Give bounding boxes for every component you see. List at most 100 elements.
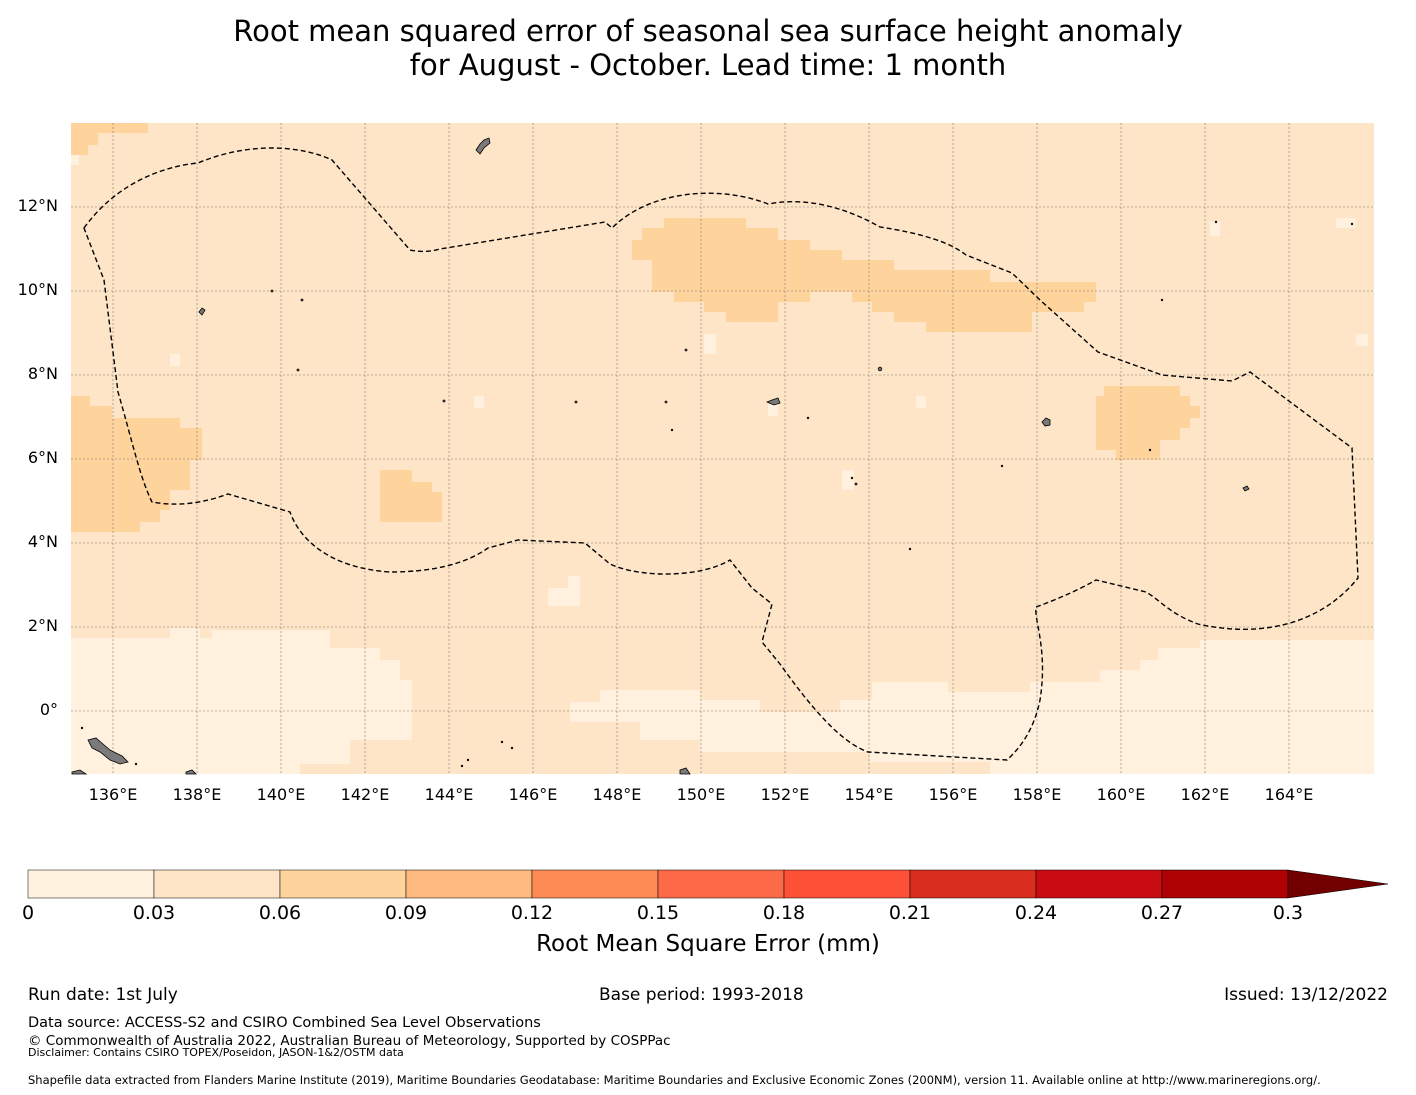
colorbar-tick-label: 0.18 <box>762 902 806 924</box>
disclaimer: Disclaimer: Contains CSIRO TOPEX/Poseido… <box>28 1046 404 1059</box>
colorbar-segment <box>405 869 533 899</box>
atoll <box>664 400 668 404</box>
lon-label: 140°E <box>256 785 306 804</box>
island-yap <box>198 307 206 316</box>
low-error-patch <box>568 576 580 590</box>
higher-error-region-central-west <box>380 470 442 522</box>
lat-label: 0° <box>39 700 58 719</box>
atoll <box>1160 298 1164 302</box>
colorbar <box>27 869 1389 899</box>
higher-error-region-west <box>71 396 202 532</box>
atoll <box>806 416 810 420</box>
colorbar-tick-label: 0.06 <box>258 902 302 924</box>
atoll <box>442 399 446 403</box>
atoll <box>850 476 854 480</box>
lon-label: 160°E <box>1096 785 1146 804</box>
colorbar-tick-label: 0.24 <box>1014 902 1058 924</box>
lon-label: 146°E <box>508 785 558 804</box>
low-error-patch <box>548 588 580 606</box>
lat-label: 12°N <box>17 196 58 215</box>
atoll <box>270 289 274 293</box>
colorbar-tick-label: 0.27 <box>1140 902 1184 924</box>
low-error-patch <box>1336 218 1356 228</box>
island-kosrae <box>1242 485 1250 492</box>
atoll <box>80 726 84 730</box>
island-new-guinea-north <box>87 737 129 765</box>
colorbar-segment <box>153 869 281 899</box>
title-line-1: Root mean squared error of seasonal sea … <box>233 14 1183 48</box>
shapefile-credit: Shapefile data extracted from Flanders M… <box>28 1073 1321 1087</box>
lon-label: 164°E <box>1264 785 1314 804</box>
atoll <box>300 298 304 302</box>
atoll <box>500 740 504 744</box>
colorbar-tick-label: 0.09 <box>384 902 428 924</box>
low-error-patch <box>916 396 926 408</box>
atoll <box>1148 448 1152 452</box>
atoll <box>460 764 464 768</box>
island-pohnpei <box>1041 417 1051 427</box>
rmse-map <box>71 123 1374 775</box>
island-guam <box>475 137 491 155</box>
lat-label: 8°N <box>27 364 58 383</box>
data-source: Data source: ACCESS-S2 and CSIRO Combine… <box>28 1015 541 1031</box>
lon-label: 154°E <box>844 785 894 804</box>
island-bismarck-west <box>71 769 88 775</box>
higher-error-region-northwest <box>71 123 148 155</box>
low-error-patch <box>842 470 854 490</box>
low-error-patch <box>170 354 180 366</box>
atoll <box>1214 220 1218 224</box>
colorbar-extend-arrow <box>1287 869 1389 899</box>
lon-label: 152°E <box>760 785 810 804</box>
higher-error-region-north-central <box>632 218 1096 332</box>
colorbar-segment <box>27 869 155 899</box>
atoll <box>510 746 514 750</box>
issued-date: Issued: 13/12/2022 <box>1224 985 1388 1005</box>
lon-label: 142°E <box>340 785 390 804</box>
colorbar-tick-label: 0 <box>21 902 35 924</box>
lon-label: 156°E <box>928 785 978 804</box>
lon-label: 148°E <box>592 785 642 804</box>
low-error-patch <box>704 334 716 354</box>
island-chuuk <box>765 397 781 406</box>
base-period: Base period: 1993-2018 <box>599 985 804 1005</box>
gridlines <box>71 123 1374 774</box>
map-title: Root mean squared error of seasonal sea … <box>0 14 1416 82</box>
atoll <box>670 428 674 432</box>
atoll <box>574 400 578 404</box>
atoll <box>1000 464 1004 468</box>
low-error-region-central <box>570 640 1374 774</box>
lat-label: 10°N <box>17 280 58 299</box>
low-error-patch <box>1356 334 1368 346</box>
colorbar-segment <box>909 869 1037 899</box>
atoll <box>908 547 912 551</box>
lon-label: 144°E <box>424 785 474 804</box>
colorbar-segment <box>783 869 911 899</box>
low-error-region-south <box>71 628 412 774</box>
colorbar-segment <box>1035 869 1163 899</box>
atoll <box>854 482 858 486</box>
colorbar-tick-label: 0.03 <box>132 902 176 924</box>
atoll <box>684 348 688 352</box>
lon-label: 138°E <box>172 785 222 804</box>
atoll <box>134 762 138 766</box>
islands <box>71 137 1354 775</box>
lon-label: 158°E <box>1012 785 1062 804</box>
title-line-2: for August - October. Lead time: 1 month <box>409 48 1007 82</box>
colorbar-tick-label: 0.12 <box>510 902 554 924</box>
low-error-patch <box>1210 222 1220 236</box>
colorbar-segment <box>279 869 407 899</box>
low-error-patch <box>768 404 778 416</box>
lon-label: 136°E <box>88 785 138 804</box>
atoll <box>877 366 883 372</box>
island-bismarck-east <box>185 769 197 775</box>
colorbar-tick-label: 0.15 <box>636 902 680 924</box>
colorbar-segment <box>657 869 785 899</box>
lat-label: 4°N <box>27 532 58 551</box>
copyright: © Commonwealth of Australia 2022, Austra… <box>28 1033 671 1049</box>
atoll <box>296 368 300 372</box>
lat-label: 2°N <box>27 616 58 635</box>
colorbar-segment <box>1161 869 1289 899</box>
atoll <box>466 758 470 762</box>
low-error-patch <box>474 396 484 408</box>
colorbar-tick-label: 0.3 <box>1272 902 1304 924</box>
